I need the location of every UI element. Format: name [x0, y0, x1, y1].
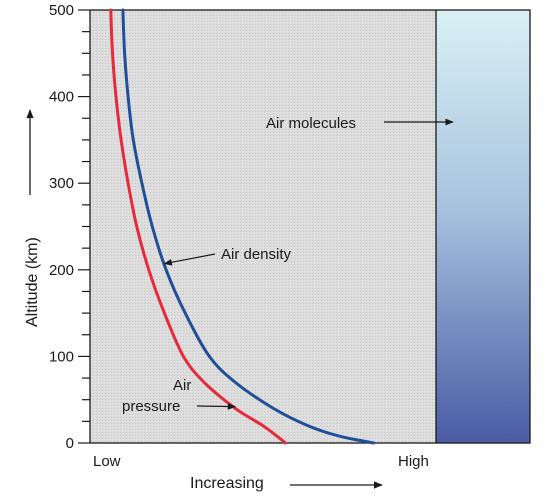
y-tick-label: 300 [49, 175, 74, 192]
y-tick-label: 200 [49, 262, 74, 279]
plot-area [90, 10, 436, 443]
air-molecules-label: Air molecules [266, 115, 356, 132]
air-pressure-label-line1: Air [173, 377, 191, 394]
x-tick-high: High [398, 453, 429, 470]
air-molecules-annotation: Air molecules [266, 115, 454, 132]
air-molecules-gradient-panel [436, 10, 530, 443]
air-density-annotation: Air density [163, 246, 292, 266]
air-pressure-annotation: Air pressure [122, 377, 237, 415]
y-tick-label: 500 [49, 2, 74, 19]
air-pressure-pointer [196, 403, 237, 410]
y-tick-label: 400 [49, 89, 74, 106]
air-pressure-curve [109, 8, 287, 445]
y-tick-label: 0 [66, 435, 74, 452]
y-tick-label: 100 [49, 348, 74, 365]
air-density-label: Air density [221, 246, 292, 263]
y-axis-ticks: 0 100 200 300 400 500 [49, 2, 90, 452]
y-axis-title: Altitude (km) [24, 237, 41, 327]
air-density-curve [121, 8, 376, 445]
series-layer [109, 8, 376, 445]
x-axis-title: Increasing [190, 475, 264, 492]
air-density-pointer [163, 253, 216, 266]
air-pressure-label-line2: pressure [122, 398, 180, 415]
x-tick-low: Low [93, 453, 121, 470]
